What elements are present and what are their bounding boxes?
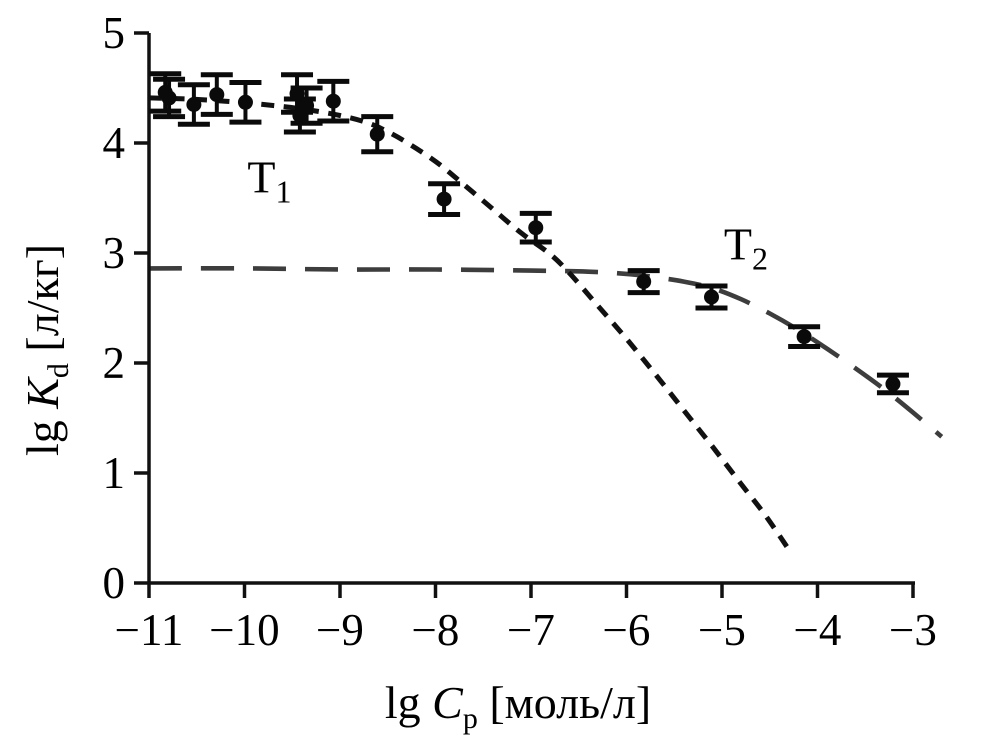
y-title-subscript: d (42, 363, 76, 379)
y-tick-label: 0 (103, 558, 126, 608)
y-tick-label: 5 (103, 8, 126, 58)
data-point-marker (289, 86, 305, 101)
y-title-units: [л/кг] (17, 243, 68, 364)
data-point-marker (636, 274, 652, 290)
curve-t1 (148, 95, 789, 549)
x-tick-label: −10 (209, 605, 279, 655)
x-tick-label: −8 (412, 605, 460, 655)
data-point-marker (161, 90, 177, 106)
annotation-t2: T2 (724, 219, 768, 277)
y-title-symbol: K (17, 378, 68, 409)
data-point-marker (436, 191, 452, 207)
data-point-marker (796, 329, 812, 345)
data-point-marker (885, 376, 901, 392)
data-point-marker (237, 94, 253, 110)
x-title-units: [моль/л] (477, 677, 652, 728)
x-axis-title: lg Cp [моль/л] (384, 677, 652, 734)
data-point-marker (369, 126, 385, 142)
annotation-t1: T1 (247, 152, 291, 210)
x-title-symbol: C (432, 677, 463, 728)
curve-t2 (148, 266, 944, 439)
x-tick-label: −5 (698, 605, 746, 655)
x-tick-label: −7 (507, 605, 555, 655)
data-point-marker (299, 98, 315, 114)
y-tick-label: 4 (103, 118, 126, 168)
data-point-marker (325, 93, 341, 109)
x-tick-label: −4 (794, 605, 842, 655)
x-title-subscript: p (462, 702, 478, 736)
y-title-prefix: lg (17, 408, 68, 457)
x-tick-label: −11 (115, 605, 184, 655)
x-title-prefix: lg (384, 677, 433, 728)
data-point-marker (528, 220, 544, 236)
x-tick-label: −6 (603, 605, 651, 655)
y-axis-title: lg Kd [л/кг] (17, 243, 75, 457)
y-tick-label: 1 (103, 448, 126, 498)
x-tick-label: −3 (889, 605, 937, 655)
y-tick-label: 3 (103, 228, 126, 278)
data-point-marker (186, 97, 202, 112)
data-point-marker (703, 289, 719, 305)
y-tick-label: 2 (103, 338, 126, 388)
x-tick-label: −9 (316, 605, 364, 655)
data-point-marker (209, 87, 225, 103)
